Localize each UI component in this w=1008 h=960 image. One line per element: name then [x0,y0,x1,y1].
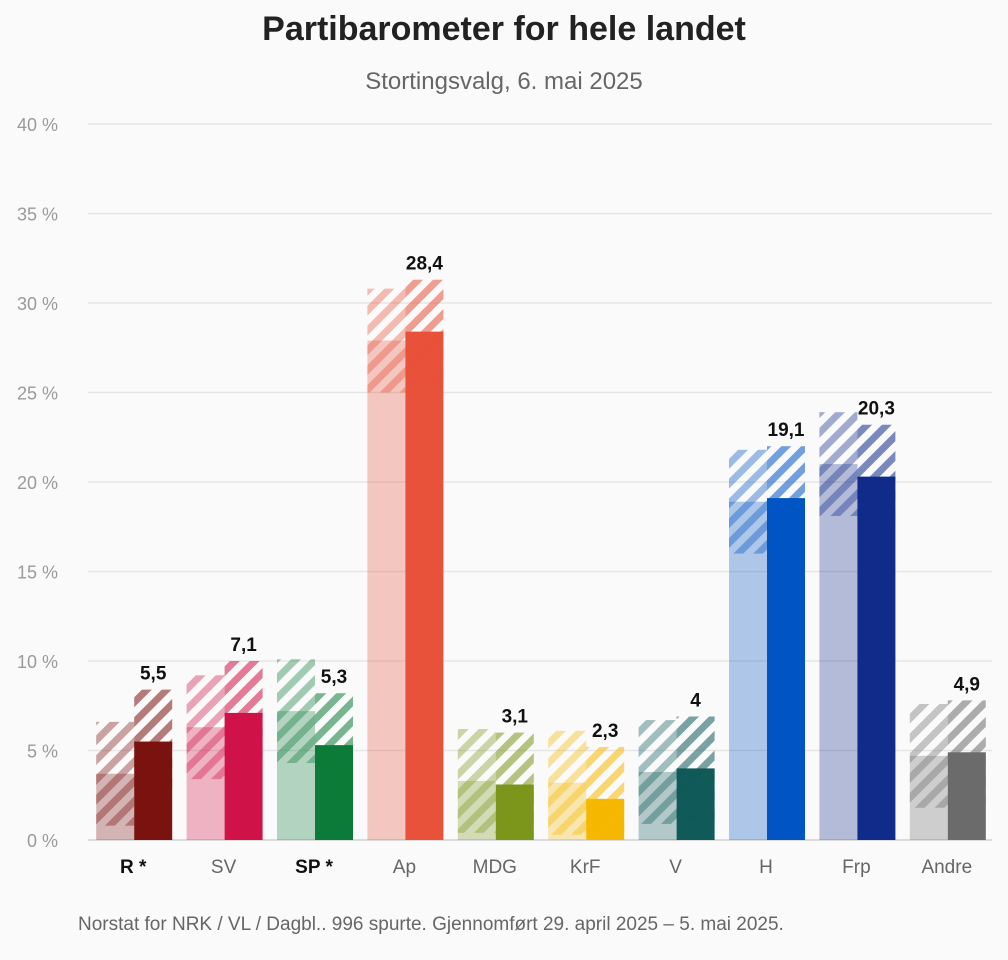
margin-band-current [947,700,986,805]
data-label: 28,4 [406,254,443,275]
chart-source: Norstat for NRK / VL / Dagbl.. 996 spurt… [78,914,784,935]
data-label: 4 [690,690,701,711]
bar-previous [638,771,677,840]
x-tick-label: Andre [921,857,972,878]
data-label: 2,3 [592,721,618,742]
y-tick-label: 25 % [17,384,58,404]
y-tick-label: 10 % [17,652,58,672]
bar-previous [367,340,406,840]
y-tick-label: 5 % [27,742,58,762]
margin-band-previous [548,730,587,835]
y-tick-label: 20 % [17,473,58,493]
y-tick-label: 40 % [17,115,58,135]
bar-previous [729,501,767,840]
margin-band-previous [367,288,406,393]
margin-band-current [495,732,534,837]
bar-previous [186,727,225,840]
data-label: 7,1 [230,635,257,656]
margin-band-previous [96,721,135,826]
bar-previous [819,464,858,840]
x-tick-label: Ap [393,857,416,878]
margin-band-current [224,661,263,765]
margin-band-previous [186,675,225,780]
bar-previous [96,773,135,840]
data-label: 5,3 [321,667,347,688]
data-label: 19,1 [768,420,805,441]
bar-previous [277,711,315,840]
x-tick-label: SV [211,857,237,878]
margin-band-previous [638,720,677,824]
data-label: 3,1 [502,707,529,728]
x-tick-label: R * [120,857,147,878]
bar-previous [548,782,587,840]
margin-band-current [857,424,896,529]
x-tick-label: MDG [473,857,517,878]
margin-band-previous [909,703,948,808]
x-tick-label: V [669,857,682,878]
x-tick-label: H [759,857,773,878]
x-tick-label: SP * [295,857,333,878]
bar-previous [909,755,948,840]
data-label: 5,5 [140,664,167,685]
margin-band-current [676,716,715,821]
bar-current [767,498,805,840]
margin-band-current [315,693,353,798]
bar-current [405,331,444,840]
margin-band-current [586,746,625,840]
y-tick-label: 0 % [27,831,58,851]
margin-band-previous [277,659,315,764]
chart-title: Partibarometer for hele landet [262,10,746,48]
margin-band-current [134,689,173,794]
margin-band-previous [819,412,858,517]
margin-band-current [767,446,805,551]
margin-band-current [405,279,444,384]
data-label: 20,3 [858,399,895,420]
y-tick-label: 35 % [17,205,58,225]
margin-band-previous [457,729,496,833]
y-tick-label: 15 % [17,563,58,583]
chart-subtitle: Stortingsvalg, 6. mai 2025 [365,68,643,95]
y-tick-label: 30 % [17,294,58,314]
data-label: 4,9 [954,674,980,695]
x-tick-label: KrF [570,857,601,878]
bar-previous [457,780,496,840]
margin-band-previous [729,449,767,554]
bar-current [857,476,896,840]
x-tick-label: Frp [842,857,871,878]
